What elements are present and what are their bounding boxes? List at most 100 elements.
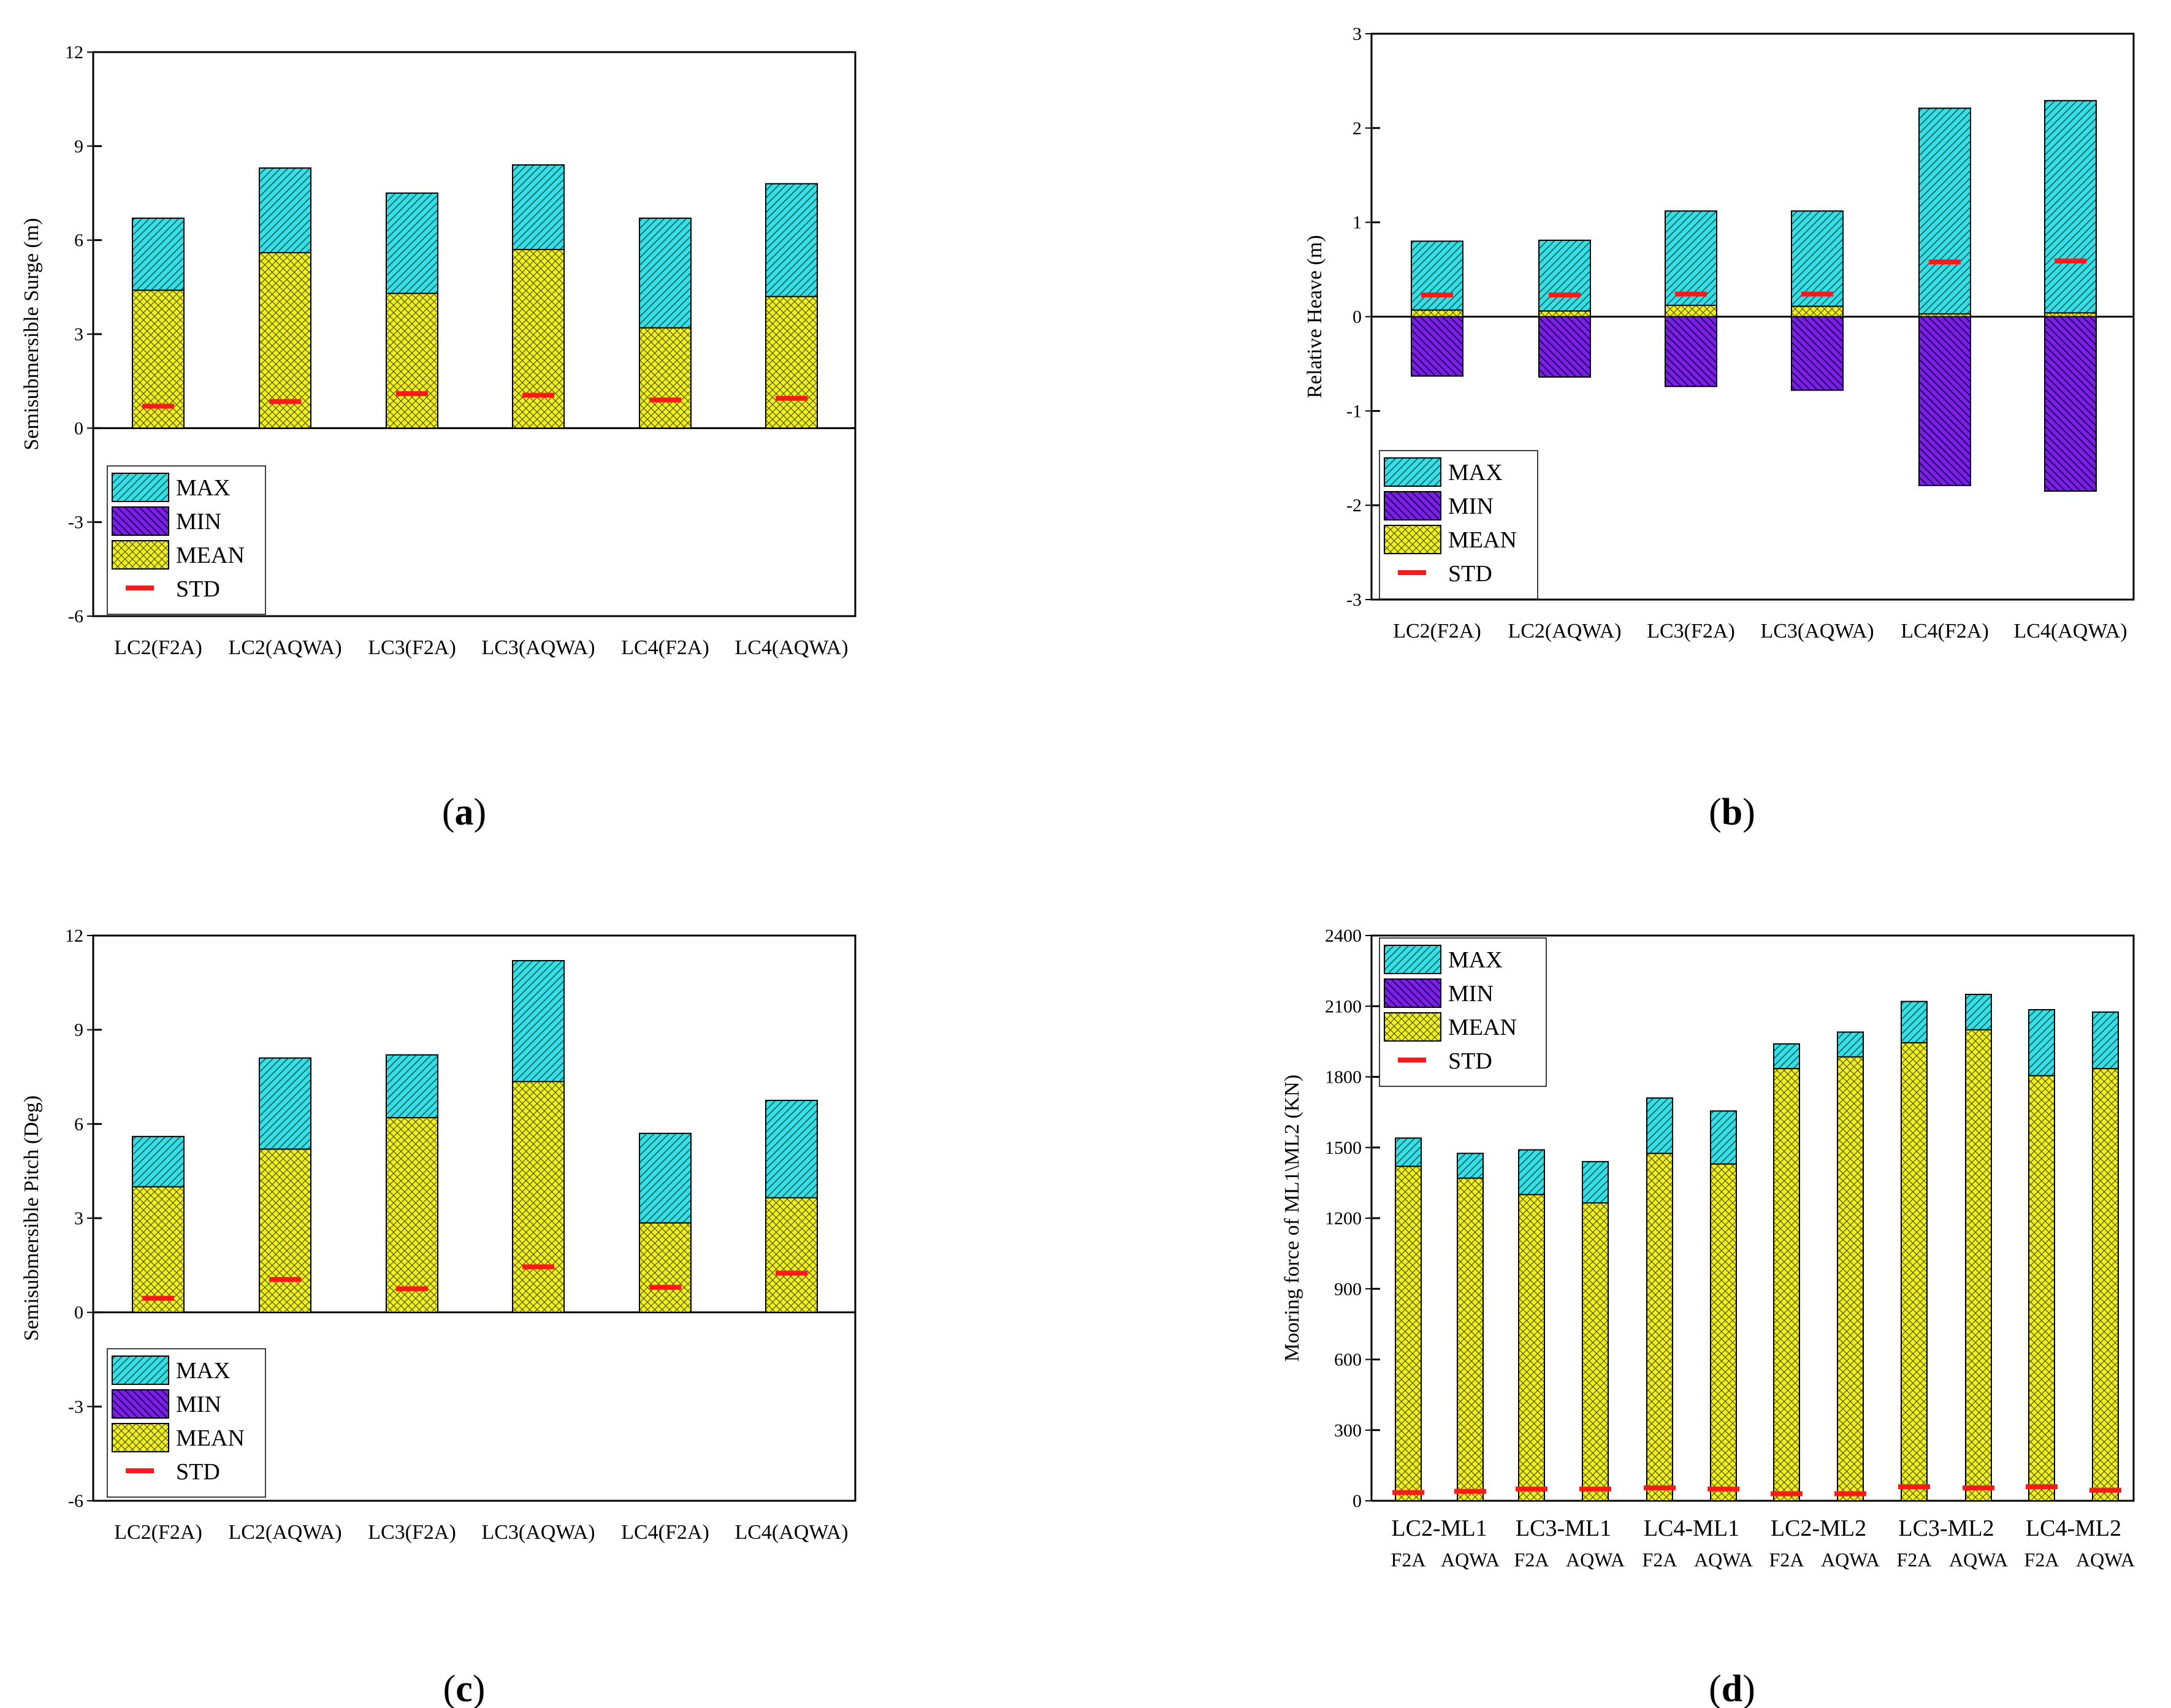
legend: MAX MIN MEAN STD (107, 1348, 266, 1498)
bar-mean (1411, 309, 1463, 318)
sub-label: F2A (1897, 1549, 1932, 1571)
legend-label-min: MIN (176, 1392, 221, 1417)
legend-label-std: STD (176, 576, 220, 602)
legend-swatch-mean (1384, 525, 1441, 554)
bar-max (1665, 210, 1717, 318)
bar-max (1791, 210, 1844, 318)
bar-mean (132, 1186, 185, 1313)
bar-max (1411, 240, 1463, 318)
sub-label: F2A (1391, 1549, 1426, 1571)
legend: MAX MIN MEAN STD (107, 465, 266, 615)
legend-label-max: MAX (176, 475, 231, 501)
bar-mean (2028, 1075, 2055, 1502)
x-tick-label: LC3(AQWA) (1760, 620, 1874, 642)
x-tick-label: LC2(F2A) (114, 1521, 202, 1544)
legend-swatch-min (1384, 491, 1441, 520)
group-label: LC2-ML1 (1391, 1515, 1487, 1541)
y-tick-label: 12 (65, 42, 83, 63)
x-tick-label: LC3(AQWA) (481, 636, 595, 659)
sub-label: F2A (2024, 1549, 2059, 1571)
bar-mean (1646, 1153, 1673, 1501)
bar-mean (259, 252, 311, 429)
bar-mean (1837, 1056, 1864, 1501)
x-tick-label: LC4(F2A) (621, 636, 709, 659)
y-tick-label: 900 (1334, 1279, 1362, 1299)
legend-label-max: MAX (1448, 460, 1503, 486)
y-tick-label: 12 (65, 926, 83, 946)
y-tick-label: 600 (1334, 1350, 1362, 1370)
legend-label-mean: MEAN (176, 1425, 245, 1451)
y-tick-label: 3 (1353, 24, 1362, 44)
x-tick-label: LC4(AQWA) (734, 636, 848, 659)
sub-label: AQWA (1694, 1549, 1753, 1571)
bar-mean (512, 1081, 565, 1313)
group-label: LC3-ML2 (1898, 1515, 1994, 1541)
legend-label-mean: MEAN (1448, 1015, 1517, 1040)
x-tick-label: LC4(AQWA) (734, 1521, 848, 1544)
x-tick-label: LC2(AQWA) (228, 1521, 341, 1544)
bar-mean (639, 327, 692, 429)
group-label: LC2-ML2 (1771, 1515, 1866, 1541)
bar-mean (1710, 1163, 1737, 1502)
sub-label: F2A (1643, 1549, 1677, 1571)
panel-label: (a) (442, 791, 486, 833)
x-tick-label: LC4(F2A) (621, 1521, 709, 1544)
y-tick-label: 2 (1353, 118, 1362, 139)
y-tick-label: 9 (74, 136, 83, 156)
bar-mean (1918, 313, 1971, 318)
x-tick-label: LC3(F2A) (368, 1521, 456, 1544)
y-axis-label: Semisubmersible Surge (m) (20, 218, 43, 451)
legend-label-min: MIN (1448, 494, 1494, 519)
bar-mean (765, 1197, 818, 1313)
legend-swatch-min (112, 506, 169, 536)
y-axis-label: Mooring force of ML1\ML2 (KN) (1281, 1075, 1303, 1362)
y-tick-label: 6 (74, 1114, 83, 1134)
bar-max (1538, 239, 1591, 318)
legend-swatch-min (1384, 978, 1441, 1008)
bar-mean (1791, 305, 1844, 318)
bar-mean (1518, 1194, 1545, 1502)
legend-swatch-mean (112, 540, 169, 570)
y-tick-label: 9 (74, 1020, 83, 1040)
sub-label: AQWA (2076, 1549, 2135, 1571)
sub-label: F2A (1514, 1549, 1549, 1571)
panel-label: (b) (1709, 791, 1755, 833)
legend-swatch-min (112, 1389, 169, 1419)
y-tick-label: -3 (68, 513, 83, 533)
sub-label: AQWA (1821, 1549, 1880, 1571)
sub-label: AQWA (1566, 1549, 1625, 1571)
bar-min (1538, 316, 1591, 378)
y-tick-label: 0 (1353, 1491, 1362, 1511)
x-tick-label: LC3(F2A) (368, 636, 456, 659)
bar-min (1791, 316, 1844, 391)
x-tick-label: LC2(AQWA) (228, 636, 341, 659)
y-tick-label: 3 (74, 324, 83, 345)
sub-label: AQWA (1949, 1549, 2008, 1571)
y-tick-label: -3 (1346, 590, 1362, 610)
bar-min (1411, 316, 1463, 377)
group-label: LC4-ML2 (2026, 1515, 2121, 1541)
bar-mean (765, 295, 818, 429)
legend-label-max: MAX (1448, 947, 1503, 973)
bar-mean (1538, 310, 1591, 318)
legend-swatch-max (112, 1355, 169, 1385)
legend-label-min: MIN (176, 509, 221, 535)
bar-mean (1582, 1202, 1609, 1501)
legend-swatch-max (1384, 945, 1441, 974)
bar-mean (386, 292, 438, 429)
bar-mean (1395, 1165, 1422, 1501)
chart-c: -6 -3 0 3 6 9 12 LC2(F2A) LC2(AQWA) LC3(F2A) LC3(A… (20, 926, 857, 1708)
bar-mean (2092, 1068, 2119, 1502)
y-tick-label: 1500 (1325, 1138, 1362, 1158)
y-tick-label: -6 (68, 606, 83, 627)
chart-b: -3 -2 -1 0 1 2 3 LC2(F2A) LC2(AQWA) LC3(F2A) LC3(A… (1303, 24, 2135, 833)
bar-mean (512, 249, 565, 429)
bar-min (1665, 316, 1717, 387)
legend-label-mean: MEAN (1448, 527, 1517, 553)
y-axis-label: Semisubmersible Pitch (Deg) (20, 1096, 43, 1341)
bar-mean (1965, 1029, 1992, 1501)
y-tick-label: -6 (68, 1491, 83, 1511)
legend-swatch-max (1384, 457, 1441, 487)
x-tick-label: LC2(F2A) (1393, 620, 1481, 642)
